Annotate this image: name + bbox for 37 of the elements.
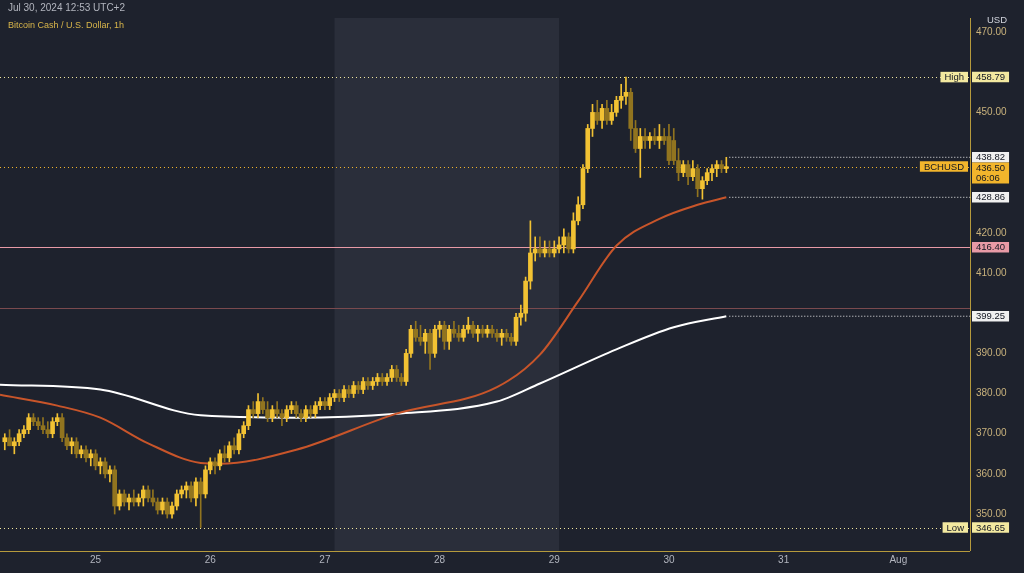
annotation: 428.86 [976,191,1006,203]
candlestick [637,128,643,178]
y-tick-label: 410.00 [976,266,1008,278]
ref-line-label: Low [946,521,965,533]
y-tick-label: 350.00 [976,507,1008,519]
x-tick-label: 26 [204,553,217,565]
candlestick [198,477,204,528]
y-tick-label: 360.00 [976,467,1008,479]
annotation: 346.65 [976,521,1006,533]
x-tick-label: 29 [548,553,561,565]
annotation: 438.82 [976,151,1006,163]
annotation: 458.79 [976,71,1006,83]
y-tick-label: 370.00 [976,427,1008,439]
annotation: 399.25 [976,310,1006,322]
candlestick [623,76,629,105]
candlestick [723,156,729,173]
candlestick [642,128,648,149]
line-series [0,196,728,465]
y-tick-label: 390.00 [976,347,1008,359]
line-series [0,315,728,419]
x-tick-label: 28 [434,553,446,565]
annotation: 436.50 06:06 [976,161,1006,184]
y-tick-label: 420.00 [976,226,1008,238]
y-axis-title: USD [986,13,1008,25]
y-tick-label: 450.00 [976,106,1008,118]
text: Jul 30, 2024 12:53 UTC+2 [8,2,126,13]
x-tick-label: Aug [889,553,908,565]
ref-line-label: High [944,71,965,83]
annotation: 416.40 [976,241,1006,253]
x-tick-label: 27 [319,553,331,565]
y-tick-label: 380.00 [976,387,1008,399]
x-tick-label: 25 [90,553,102,565]
y-tick-label: 470.00 [976,25,1008,37]
x-tick-label: 31 [778,553,790,565]
chart-title: Bitcoin Cash / U.S. Dollar, 1h [8,20,125,30]
x-tick-label: 30 [663,553,675,565]
ref-line-label: BCHUSD [923,160,965,172]
